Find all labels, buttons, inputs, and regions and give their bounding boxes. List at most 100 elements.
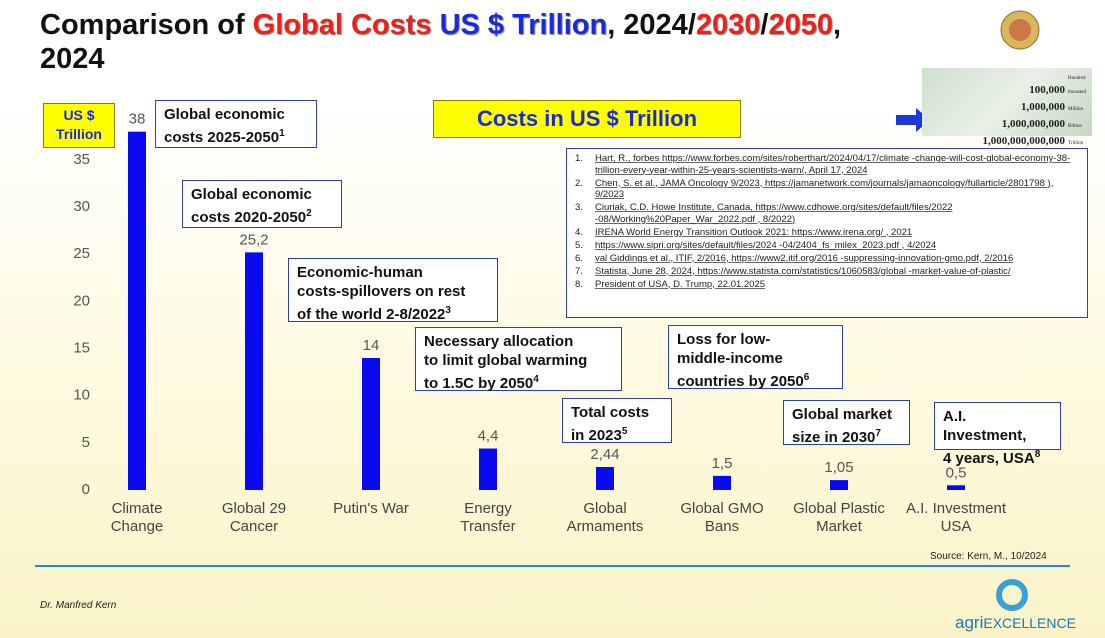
flag-globe-icon-inner [1009,19,1031,41]
reference: 5.https://www.sipri.org/sites/default/fi… [575,240,1079,252]
reference: 6.val Giddings et al., ITIF, 2/2016, htt… [575,253,1079,265]
value-label: 38 [129,111,146,128]
annotation-line: Global market [792,406,892,423]
scale-number: 1,000,000,000 [1002,118,1065,130]
reference-number: 8. [575,279,595,291]
reference-text: Chen, S. et al., JAMA Oncology 9/2023, h… [595,178,1079,201]
annotation-line: costs-spillovers on rest [297,283,465,300]
logo-text: EXCELLENCE [983,615,1076,631]
bar [245,252,263,490]
x-tick-label-line: Global 29 [222,500,286,517]
value-label: 1,05 [824,459,853,476]
y-tick-label: 25 [73,245,90,262]
annotation-footnote: 3 [445,305,451,316]
reference: 4.IRENA World Energy Transition Outlook … [575,227,1079,239]
annotation-line: to limit global warming [424,352,587,369]
unit-label: US $ [63,107,94,123]
bar [128,132,146,490]
reference-number: 3. [575,202,595,225]
reference-number: 7. [575,266,595,278]
annotation: Necessary allocation to limit global warm… [415,327,622,391]
x-tick-label-line: Climate [112,500,163,517]
bar [830,480,848,490]
y-tick-label: 5 [82,434,90,451]
scale-word: Million [1068,103,1086,117]
bar [362,358,380,490]
reference-text: val Giddings et al., ITIF, 2/2016, https… [595,253,1013,265]
x-tick-label-line: Cancer [230,518,278,535]
annotation-line: Loss for low- [677,331,770,348]
reference-text: President of USA, D. Trump, 22.01.2025 [595,279,765,291]
author: Dr. Manfred Kern [40,600,116,611]
annotation-footnote: 2 [306,208,312,219]
annotation-footnote: 5 [622,426,628,437]
logo-text: agri [955,613,983,632]
reference: 2.Chen, S. et al., JAMA Oncology 9/2023,… [575,178,1079,201]
annotation-line: Global economic [164,106,285,123]
annotation-footnote: 8 [1035,449,1041,460]
y-tick-label: 0 [82,481,90,498]
reference: 7.Statista, June 28, 2024, https://www.s… [575,266,1079,278]
annotation-footnote: 6 [804,372,810,383]
heading: Costs in US $ Trillion [477,106,697,131]
x-tick-label-line: Global [583,500,626,517]
bar [713,476,731,490]
scale-number: 1,000,000 [1021,101,1065,113]
x-tick-label-line: A.I. Investment [906,500,1006,517]
bar [947,485,965,490]
value-label: 25,2 [239,231,268,248]
unit-label: Trillion [56,126,102,142]
scale-word: Hundred thousand [1068,72,1086,100]
value-label: 2,44 [590,446,619,463]
reference-number: 5. [575,240,595,252]
y-tick-label: 20 [73,292,90,309]
annotation-line: costs 2025-2050 [164,129,279,146]
logo-icon [999,582,1025,608]
annotation-line: Economic-human [297,264,423,281]
reference-text: https://www.sipri.org/sites/default/file… [595,240,936,252]
unit-box: US $ Trillion [43,103,115,148]
reference-text: Statista, June 28, 2024, https://www.sta… [595,266,1011,278]
y-tick-label: 35 [73,151,90,168]
y-tick-label: 15 [73,340,90,357]
value-label: 14 [363,337,380,354]
reference-text: Hart, R., forbes https://www.forbes.com/… [595,153,1079,176]
scale-word: Billion [1068,120,1086,134]
annotation-line: Total costs [571,404,649,421]
x-tick-label-line: Bans [705,518,739,535]
x-tick-label-line: Global GMO [680,500,763,517]
annotation-line: 4 years, USA [943,450,1035,467]
x-tick-label-line: USA [941,518,972,535]
scale-row: 1,000,000,000Billion [928,117,1086,134]
bar [596,467,614,490]
annotation-line: Necessary allocation [424,333,573,350]
annotation-footnote: 1 [279,128,285,139]
annotation-line: middle-income [677,350,783,367]
reference-text: IRENA World Energy Transition Outlook 20… [595,227,912,239]
x-tick-label: EnergyTransfer [428,500,548,536]
scale-number: 100,000 [1029,84,1065,96]
annotation: Loss for low-middle-income countries by 2… [668,325,843,389]
annotation: A.I. Investment,4 years, USA8 [934,402,1061,450]
reference: 3.Ciuriak, C.D. Howe Institute, Canada, … [575,202,1079,225]
x-tick-label-line: Transfer [460,518,515,535]
reference-number: 1. [575,153,595,176]
annotation-line: countries by 2050 [677,373,804,390]
value-label: 1,5 [712,455,733,472]
annotation-footnote: 4 [533,374,539,385]
annotation-line: to 1.5C by 2050 [424,375,533,392]
x-tick-label: Putin's War [311,500,431,518]
reference-number: 6. [575,253,595,265]
y-tick-label: 30 [73,198,90,215]
annotation-footnote: 7 [875,428,881,439]
logo: agriEXCELLENCE [955,613,1076,633]
annotation-line: A.I. Investment, [943,408,1026,444]
x-tick-label-line: Change [111,518,164,535]
x-tick-label-line: Putin's War [333,500,409,517]
